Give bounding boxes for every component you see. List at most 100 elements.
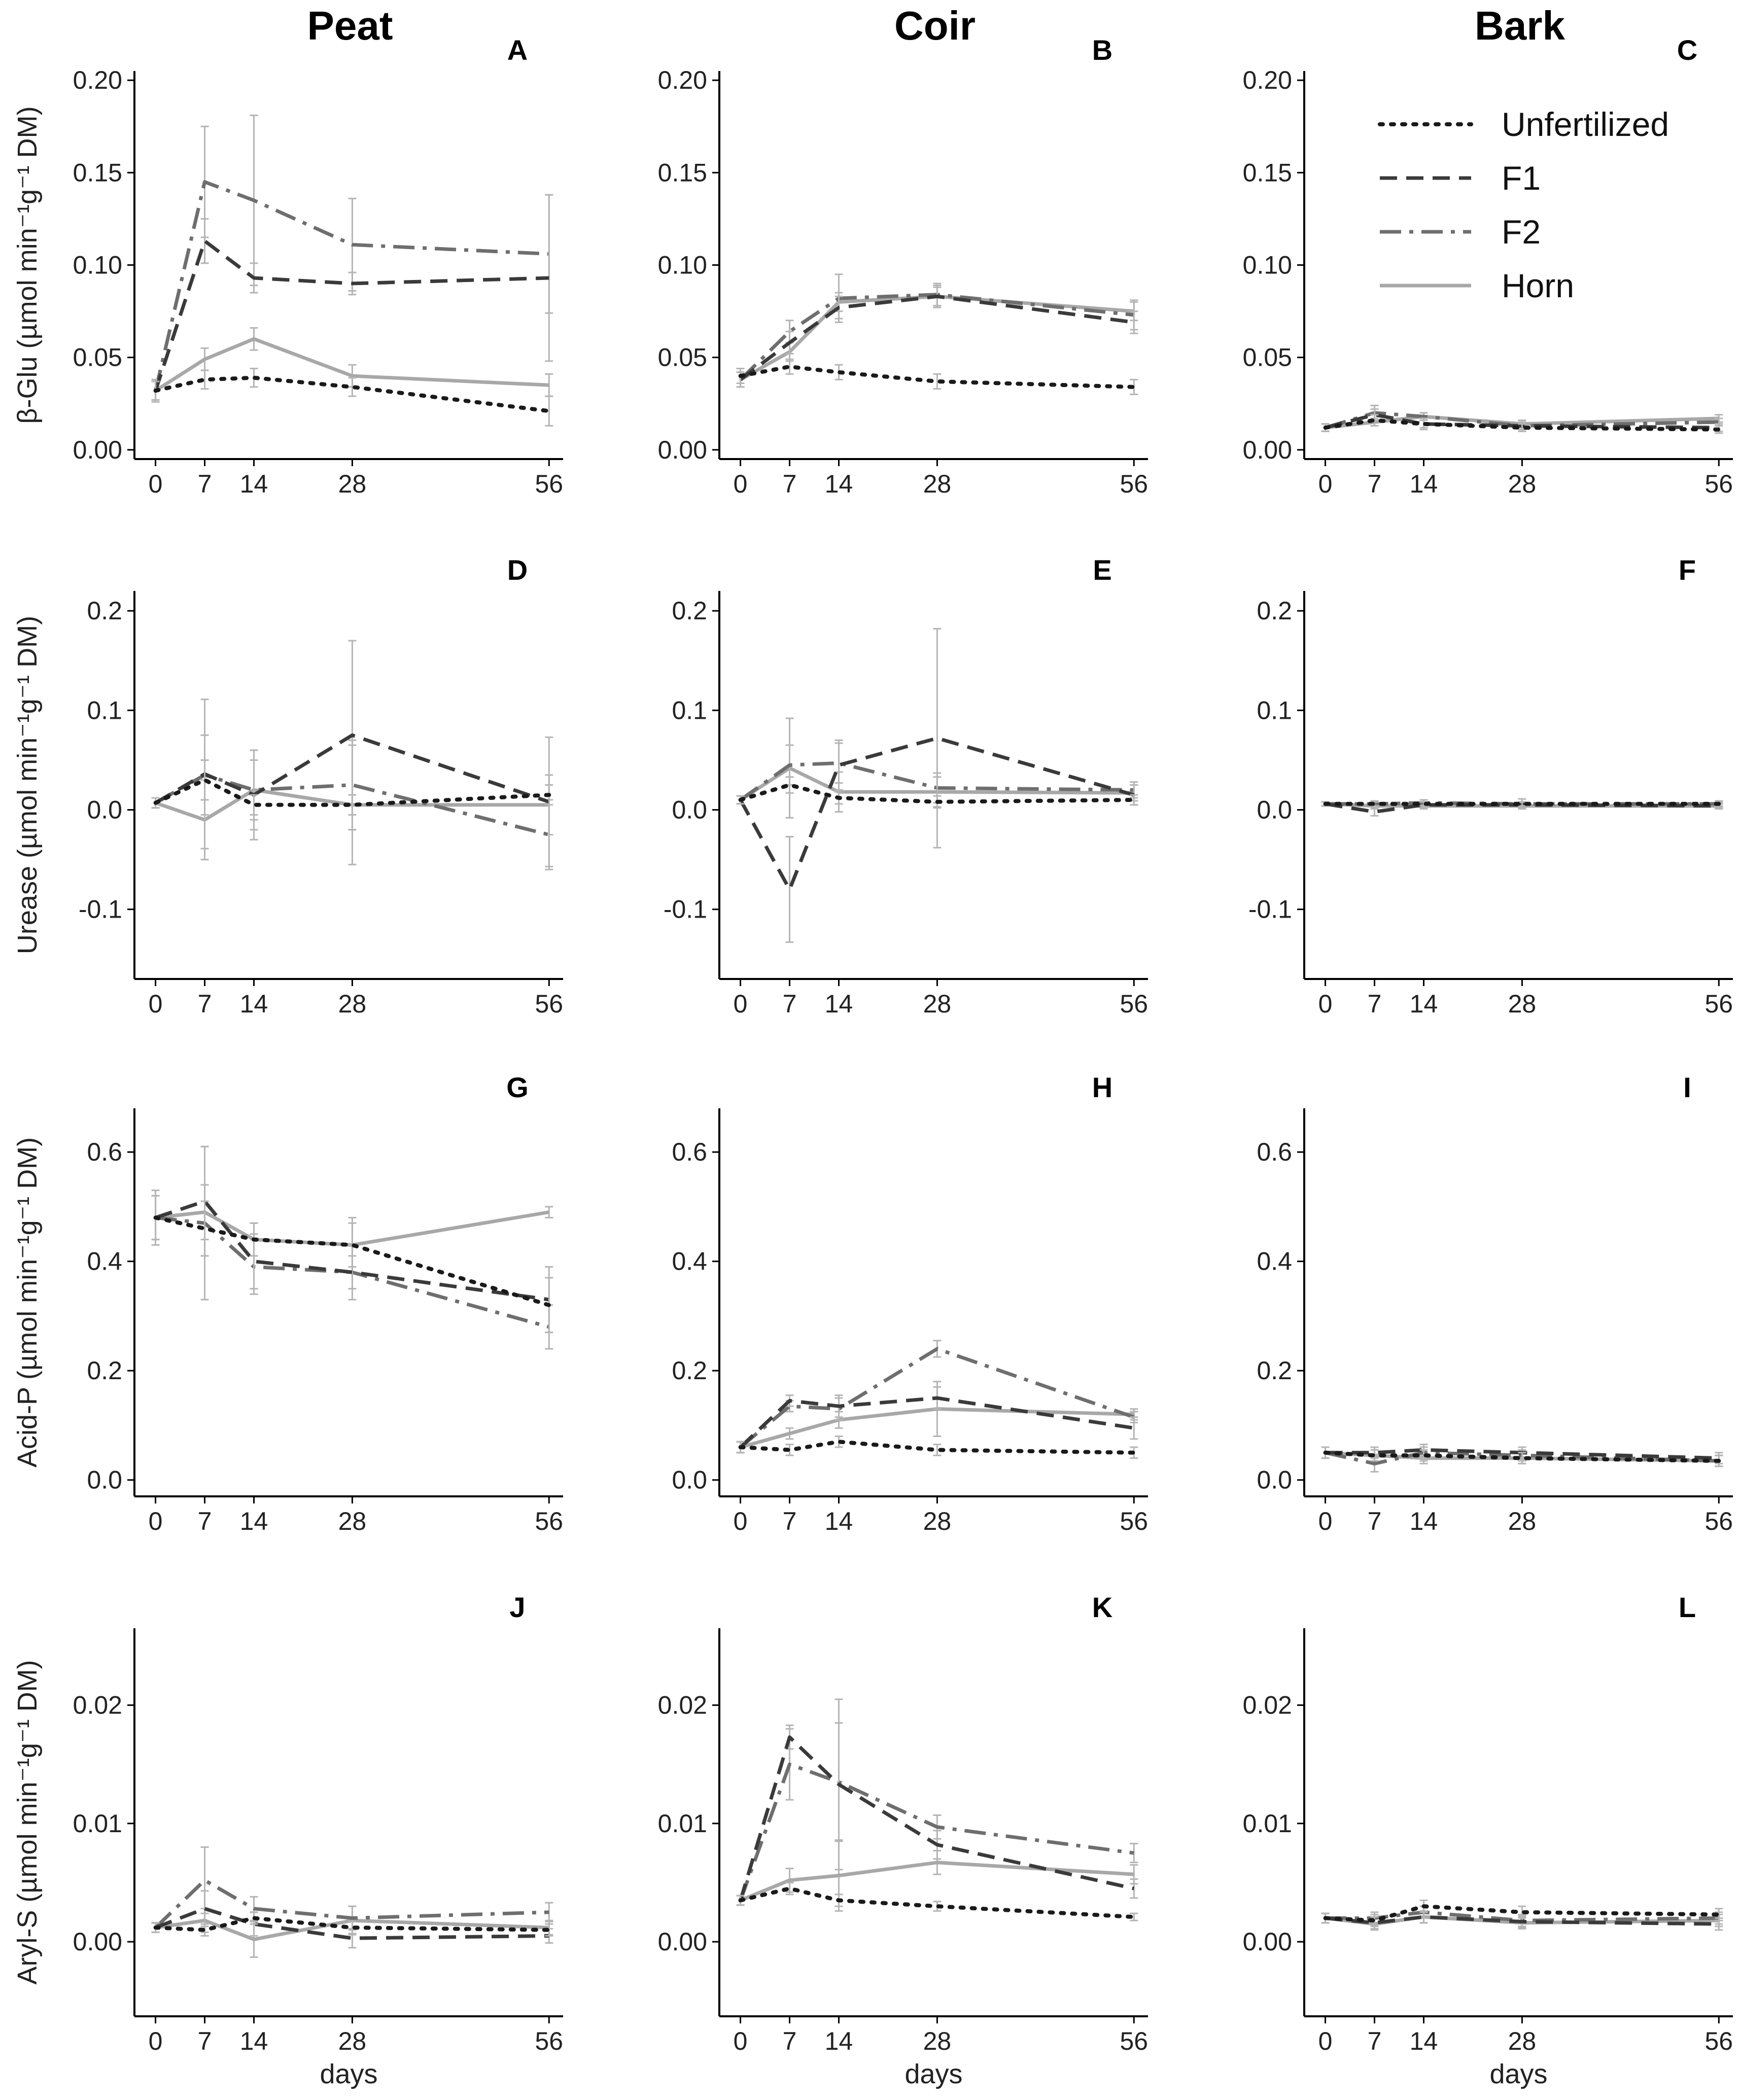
series-unfertilized xyxy=(1321,1899,1723,1928)
x-tick-label: 7 xyxy=(783,990,797,1018)
x-tick-label: 7 xyxy=(1368,470,1382,498)
series-line xyxy=(739,294,1134,381)
x-tick-label: 0 xyxy=(149,1507,163,1535)
x-tick-label: 14 xyxy=(240,2027,268,2055)
x-tick-label: 14 xyxy=(825,1507,853,1535)
x-tick-label: 28 xyxy=(923,2027,952,2055)
y-tick-label: 0.0 xyxy=(87,796,122,824)
x-tick-label: 28 xyxy=(338,2027,367,2055)
x-tick-label: 56 xyxy=(535,1507,563,1535)
x-tick-label: 14 xyxy=(1410,2027,1438,2055)
y-tick-label: 0.0 xyxy=(1257,796,1292,824)
x-tick-label: 14 xyxy=(1410,470,1438,498)
y-tick-label: 0.05 xyxy=(73,343,122,372)
y-tick-label: 0.05 xyxy=(1243,343,1292,372)
y-tick-label: 0.00 xyxy=(73,1928,122,1956)
y-axis-label: Acid-P (µmol min⁻¹g⁻¹ DM) xyxy=(12,1137,43,1467)
x-tick-label: 7 xyxy=(783,2027,797,2055)
x-tick-label: 56 xyxy=(1120,2027,1148,2055)
series-f1 xyxy=(151,194,553,403)
y-tick-label: -0.1 xyxy=(664,895,707,924)
y-tick-label: 0.2 xyxy=(672,597,707,625)
x-tick-label: 14 xyxy=(1410,990,1438,1018)
series-line xyxy=(1323,418,1721,432)
y-axis-label: Urease (µmol min⁻¹g⁻¹ DM) xyxy=(12,616,43,954)
x-tick-label: 7 xyxy=(783,1507,797,1535)
x-tick-label: 56 xyxy=(1704,2027,1733,2055)
series-line xyxy=(739,1396,1134,1449)
y-tick-label: 0.00 xyxy=(1243,1928,1292,1956)
x-tick-label: 28 xyxy=(1508,470,1537,498)
panel-i: I 0.0 0.2 0.4 0.6 0 7 14 28 56 xyxy=(1257,1071,1733,1535)
series-line xyxy=(1323,1450,1721,1463)
panel-letter: F xyxy=(1679,554,1696,586)
y-tick-label: 0.4 xyxy=(672,1247,707,1276)
y-tick-label: 0.00 xyxy=(658,1928,707,1956)
x-tick-label: 56 xyxy=(1704,990,1733,1018)
x-tick-label: 28 xyxy=(338,1507,367,1535)
series-unfertilized xyxy=(1321,801,1723,807)
series-line xyxy=(1325,413,1719,430)
panel-l: L 0.00 0.01 0.02 0 7 14 28 56 days xyxy=(1243,1591,1733,2089)
y-tick-label: 0.15 xyxy=(1243,158,1292,187)
y-tick-label: 0.1 xyxy=(87,696,122,724)
y-tick-label: 0.10 xyxy=(73,251,122,279)
series-line xyxy=(738,783,1136,804)
series-line xyxy=(154,337,549,393)
x-tick-label: 0 xyxy=(1318,2027,1333,2055)
y-tick-label: 0.20 xyxy=(1243,66,1292,94)
series-f1 xyxy=(736,1698,1138,1906)
series-f1 xyxy=(736,285,1138,388)
panel-letter: J xyxy=(509,1591,525,1623)
x-tick-label: 28 xyxy=(923,990,952,1018)
y-tick-label: 0.2 xyxy=(1257,597,1292,625)
panel-h: H 0.0 0.2 0.4 0.6 0 7 14 28 56 xyxy=(672,1071,1148,1535)
x-tick-label: 14 xyxy=(240,990,268,1018)
x-axis-label: days xyxy=(904,2059,962,2089)
y-tick-label: 0.2 xyxy=(87,597,122,625)
x-tick-label: 28 xyxy=(1508,990,1537,1018)
y-tick-label: 0.6 xyxy=(672,1138,707,1166)
series-line xyxy=(739,736,1135,891)
column-title-coir: Coir xyxy=(894,3,976,48)
panel-letter: H xyxy=(1092,1071,1112,1103)
panel-f: F -0.1 0.0 0.1 0.2 0 7 14 28 56 xyxy=(1248,554,1733,1018)
x-tick-label: 7 xyxy=(1368,2027,1382,2055)
x-tick-label: 0 xyxy=(1318,1507,1333,1535)
panel-j: J 0.00 0.01 0.02 0 7 14 28 56 days Aryl-S (µmol mi… xyxy=(12,1591,563,2089)
panel-letter: D xyxy=(507,554,528,586)
x-tick-label: 28 xyxy=(1508,2027,1537,2055)
series-unfertilized xyxy=(736,776,1138,809)
y-tick-label: 0.15 xyxy=(658,158,707,187)
column-title-bark: Bark xyxy=(1475,3,1565,48)
x-tick-label: 14 xyxy=(825,2027,853,2055)
x-tick-label: 14 xyxy=(240,1507,268,1535)
y-tick-label: 0.2 xyxy=(1257,1356,1292,1385)
panel-a: A 0.00 0.05 0.10 0.15 0.20 0 7 14 28 56 β-Glu (µmol… xyxy=(12,34,563,498)
panel-k: K 0.00 0.01 0.02 0 7 14 28 56 days xyxy=(658,1591,1148,2089)
y-tick-label: 0.02 xyxy=(73,1691,122,1720)
panel-letter: E xyxy=(1093,554,1111,586)
x-tick-label: 56 xyxy=(1120,470,1148,498)
x-tick-label: 14 xyxy=(1410,1507,1438,1535)
panel-grid: A0.000.050.100.150.200 7 14 28 56β-Glu (µmol… xyxy=(12,34,1733,2089)
panel-b: B 0.00 0.05 0.10 0.15 0.20 0 7 14 28 56 xyxy=(658,34,1148,498)
x-tick-label: 0 xyxy=(734,990,748,1018)
x-tick-label: 0 xyxy=(1318,990,1333,1018)
series-line xyxy=(739,1735,1135,1901)
y-tick-label: 0.15 xyxy=(73,158,122,187)
x-tick-label: 7 xyxy=(198,1507,212,1535)
series-unfertilized xyxy=(1321,414,1723,434)
x-tick-label: 28 xyxy=(338,470,367,498)
series-line xyxy=(738,1886,1136,1919)
y-tick-label: 0.02 xyxy=(658,1691,707,1720)
legend-label: Horn xyxy=(1502,267,1574,304)
panel-d: D -0.1 0.0 0.1 0.2 0 7 14 28 56 Urease (µmol min⁻¹… xyxy=(12,554,563,1018)
x-tick-label: 56 xyxy=(1120,1507,1148,1535)
series-line xyxy=(155,1199,549,1302)
series-line xyxy=(153,778,551,807)
x-tick-label: 7 xyxy=(1368,990,1382,1018)
series-f2 xyxy=(736,1722,1138,1906)
series-unfertilized xyxy=(736,358,1138,395)
y-tick-label: -0.1 xyxy=(79,895,122,924)
